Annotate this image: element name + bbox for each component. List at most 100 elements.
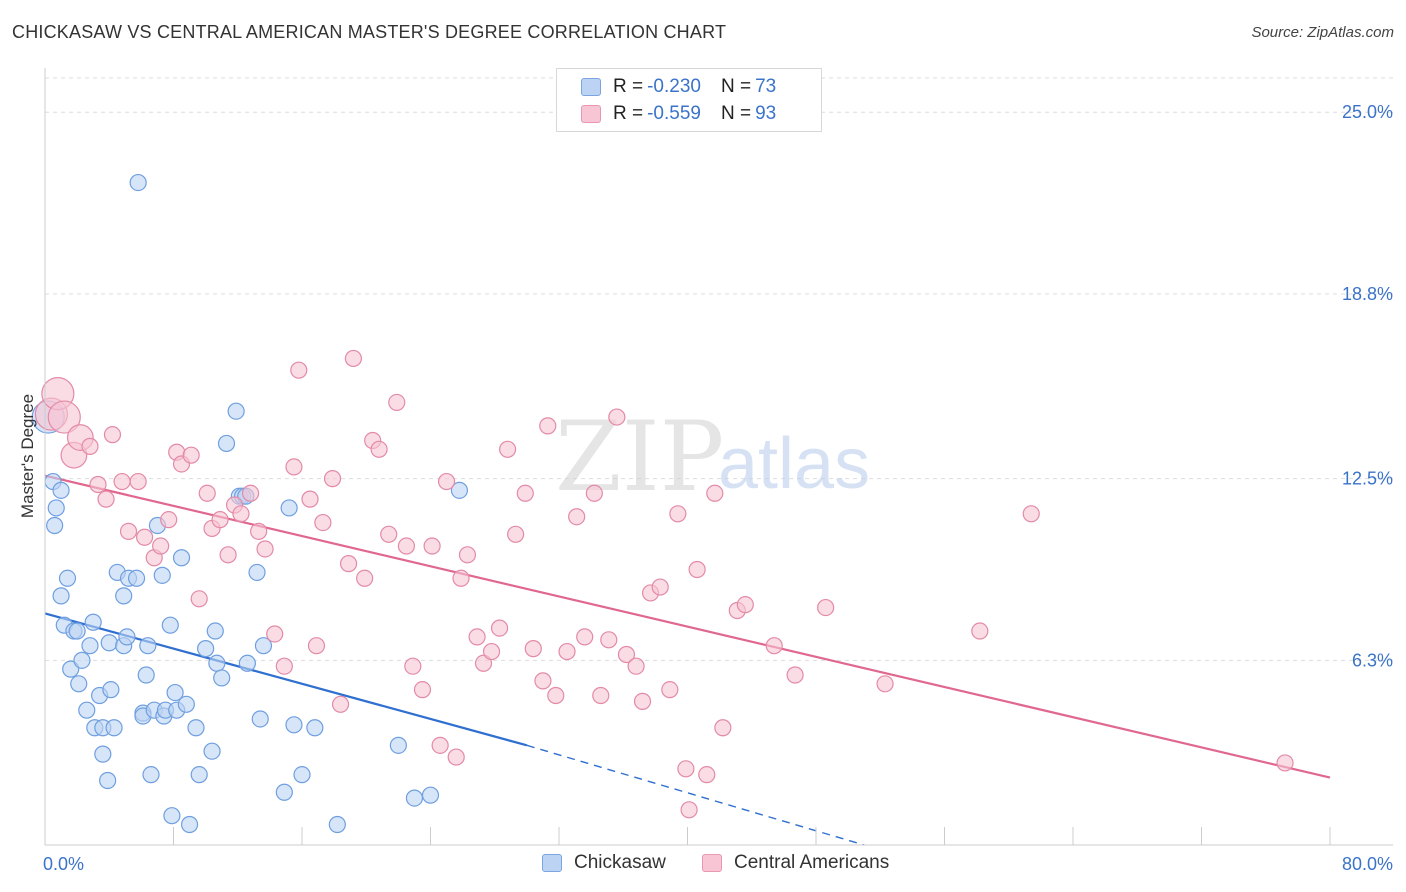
central-americans-point[interactable]	[356, 569, 374, 587]
central-americans-point[interactable]	[677, 760, 695, 778]
central-americans-point[interactable]	[714, 719, 732, 737]
chickasaw-point[interactable]	[78, 701, 96, 719]
central-americans-point[interactable]	[437, 472, 456, 491]
chickasaw-point[interactable]	[81, 637, 99, 655]
central-americans-point[interactable]	[380, 525, 398, 543]
central-americans-point[interactable]	[971, 622, 989, 640]
central-americans-point[interactable]	[1022, 505, 1040, 523]
chickasaw-point[interactable]	[100, 634, 118, 652]
chickasaw-point[interactable]	[127, 569, 146, 587]
central-americans-point[interactable]	[627, 657, 645, 675]
central-americans-point[interactable]	[301, 490, 319, 508]
chickasaw-point[interactable]	[285, 716, 303, 734]
chickasaw-point[interactable]	[94, 745, 112, 763]
central-americans-point[interactable]	[256, 540, 274, 558]
chickasaw-point[interactable]	[405, 789, 424, 807]
central-americans-point[interactable]	[585, 484, 603, 502]
central-americans-point[interactable]	[736, 596, 754, 614]
central-americans-point[interactable]	[600, 631, 618, 649]
central-americans-point[interactable]	[524, 640, 542, 658]
central-americans-point[interactable]	[344, 349, 362, 368]
chickasaw-point[interactable]	[161, 616, 179, 634]
chickasaw-point[interactable]	[190, 766, 208, 784]
central-americans-point[interactable]	[474, 654, 493, 672]
chickasaw-point[interactable]	[421, 786, 440, 804]
chickasaw-point[interactable]	[172, 549, 191, 567]
central-americans-point[interactable]	[250, 522, 268, 540]
central-americans-point[interactable]	[232, 505, 250, 523]
central-americans-point[interactable]	[669, 505, 687, 523]
central-americans-point[interactable]	[339, 555, 358, 573]
chickasaw-point[interactable]	[73, 651, 91, 669]
central-americans-point[interactable]	[314, 513, 332, 532]
central-americans-point[interactable]	[547, 686, 565, 705]
chickasaw-point[interactable]	[58, 569, 77, 587]
chickasaw-point[interactable]	[84, 613, 102, 631]
chickasaw-point[interactable]	[163, 807, 181, 825]
central-americans-point[interactable]	[119, 522, 138, 540]
chickasaw-point[interactable]	[217, 434, 236, 453]
chickasaw-point[interactable]	[389, 736, 407, 754]
central-americans-point[interactable]	[242, 484, 260, 502]
chickasaw-point[interactable]	[328, 815, 346, 834]
central-americans-point[interactable]	[323, 470, 342, 488]
chickasaw-point[interactable]	[115, 587, 133, 605]
central-americans-point[interactable]	[468, 628, 486, 646]
chickasaw-point[interactable]	[197, 640, 215, 658]
central-americans-point[interactable]	[661, 681, 679, 699]
chickasaw-point[interactable]	[450, 481, 469, 499]
central-americans-point[interactable]	[499, 440, 517, 458]
central-americans-point[interactable]	[1276, 754, 1294, 772]
chickasaw-point[interactable]	[70, 675, 88, 693]
chickasaw-point[interactable]	[46, 516, 64, 535]
chickasaw-point[interactable]	[248, 563, 266, 582]
central-americans-point[interactable]	[680, 801, 698, 819]
chickasaw-point[interactable]	[47, 499, 65, 517]
central-americans-point[interactable]	[608, 408, 626, 426]
central-americans-point[interactable]	[413, 681, 432, 699]
central-americans-point[interactable]	[534, 672, 552, 690]
chickasaw-point[interactable]	[118, 628, 136, 646]
central-americans-point[interactable]	[423, 537, 441, 555]
chickasaw-point[interactable]	[142, 766, 160, 784]
central-americans-point[interactable]	[617, 645, 636, 664]
chickasaw-point[interactable]	[68, 622, 86, 640]
legend-item-central-americans[interactable]: Central Americans	[702, 852, 889, 874]
chickasaw-point[interactable]	[129, 173, 147, 192]
chickasaw-point[interactable]	[203, 742, 221, 760]
central-americans-point[interactable]	[688, 560, 706, 579]
central-americans-point[interactable]	[275, 657, 293, 675]
central-americans-point[interactable]	[507, 525, 525, 543]
central-americans-point[interactable]	[817, 598, 835, 617]
central-americans-point[interactable]	[876, 675, 894, 693]
central-americans-point[interactable]	[558, 642, 576, 661]
chickasaw-point[interactable]	[206, 622, 224, 640]
central-americans-point[interactable]	[81, 437, 99, 455]
chickasaw-point[interactable]	[208, 654, 226, 672]
chickasaw-point[interactable]	[99, 771, 117, 790]
central-americans-point[interactable]	[397, 537, 416, 555]
central-americans-point[interactable]	[706, 484, 724, 502]
chickasaw-point[interactable]	[52, 587, 70, 605]
chickasaw-point[interactable]	[227, 402, 245, 420]
central-americans-point[interactable]	[633, 692, 652, 710]
central-americans-point[interactable]	[47, 400, 81, 434]
chickasaw-point[interactable]	[187, 719, 205, 737]
central-americans-point[interactable]	[198, 484, 216, 502]
central-americans-point[interactable]	[388, 393, 406, 412]
chickasaw-point[interactable]	[102, 681, 120, 699]
chickasaw-point[interactable]	[251, 710, 269, 728]
chickasaw-point[interactable]	[213, 669, 231, 687]
central-americans-point[interactable]	[285, 458, 303, 476]
central-americans-point[interactable]	[331, 695, 350, 713]
chickasaw-point[interactable]	[153, 566, 171, 584]
central-americans-point[interactable]	[370, 440, 388, 458]
chickasaw-point[interactable]	[166, 683, 184, 702]
central-americans-point[interactable]	[458, 546, 477, 564]
central-americans-point[interactable]	[211, 511, 229, 529]
chickasaw-point[interactable]	[238, 654, 256, 672]
central-americans-point[interactable]	[113, 472, 131, 491]
chickasaw-point[interactable]	[62, 660, 80, 678]
central-americans-point[interactable]	[404, 657, 422, 675]
chickasaw-point[interactable]	[306, 719, 324, 737]
